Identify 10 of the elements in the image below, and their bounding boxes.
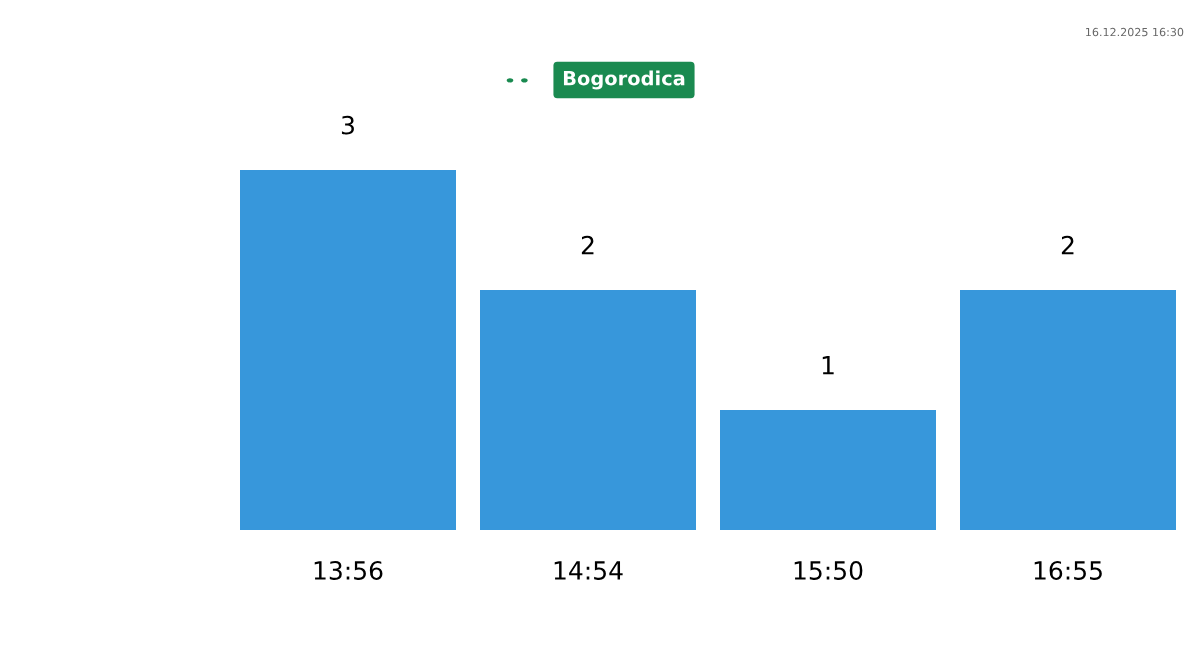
x-tick-label: 16:55 bbox=[1034, 561, 1102, 580]
data-label: 1 bbox=[822, 356, 834, 375]
text: 16.12.2025 16:30 bbox=[1086, 27, 1184, 37]
x-tick-label: 15:50 bbox=[794, 561, 863, 580]
data-label: 3 bbox=[341, 115, 354, 135]
data-label: 2 bbox=[581, 235, 594, 255]
chart-title: Bogorodica bbox=[563, 70, 685, 90]
x-tick-label: 13:56 bbox=[314, 561, 383, 580]
x-tick-label: 14:54 bbox=[554, 561, 623, 580]
data-label: 2 bbox=[1061, 235, 1074, 255]
